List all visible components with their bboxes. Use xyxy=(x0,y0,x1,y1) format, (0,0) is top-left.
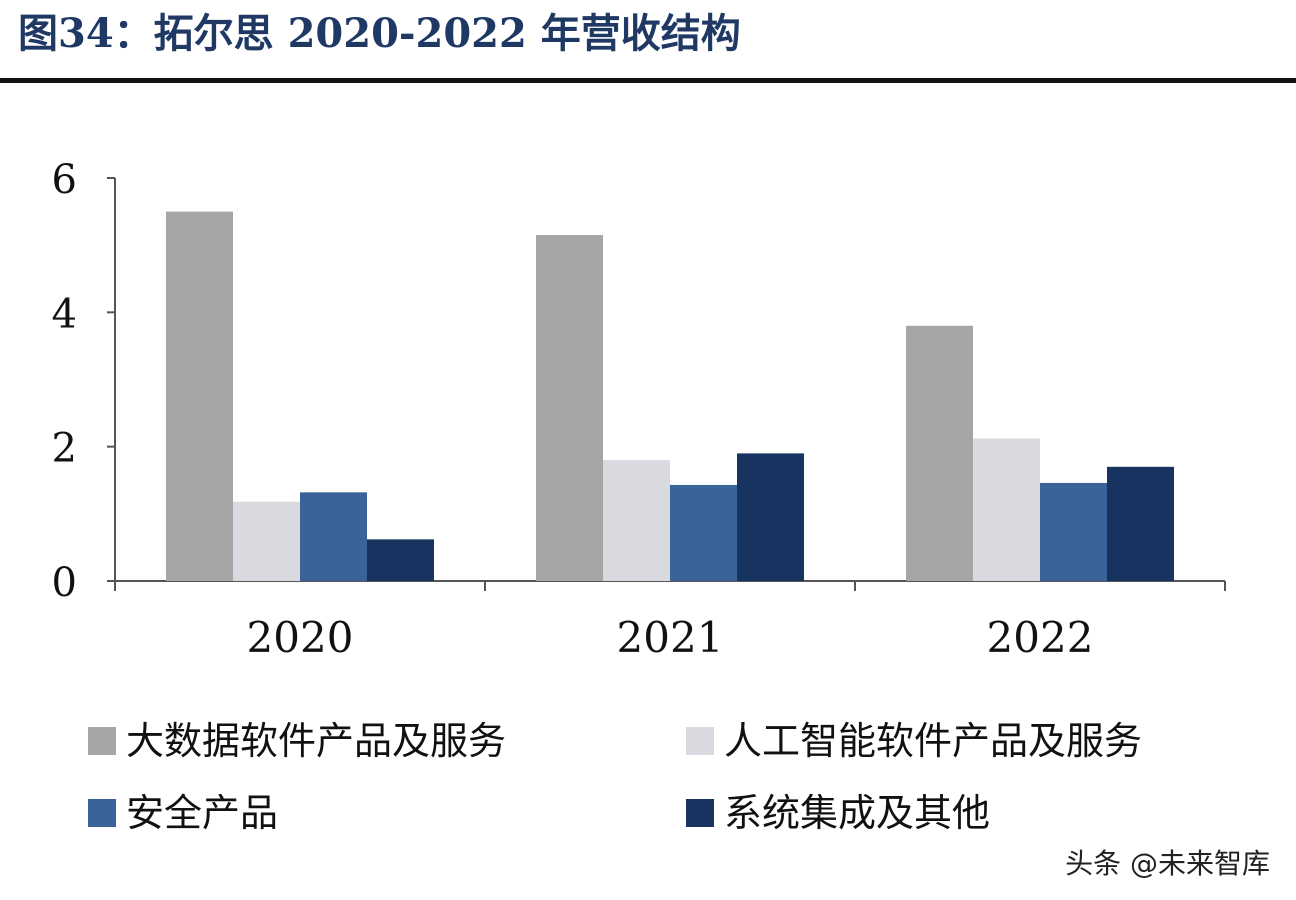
bar xyxy=(973,438,1040,581)
y-tick-label: 2 xyxy=(52,426,77,472)
bar xyxy=(1107,466,1174,581)
bar xyxy=(737,453,804,581)
x-tick-label: 2022 xyxy=(987,613,1094,662)
bar xyxy=(166,211,233,582)
y-tick-label: 0 xyxy=(52,560,77,606)
x-tick-label: 2021 xyxy=(617,613,724,662)
title-divider xyxy=(0,78,1296,83)
bar xyxy=(536,235,603,581)
bar xyxy=(367,539,434,581)
chart-ticks: 0 2 4 6 2020 2021 2022 xyxy=(52,157,1226,662)
figure-title: 图34：拓尔思 2020-2022 年营收结构 xyxy=(18,10,741,57)
x-tick-label: 2020 xyxy=(247,613,354,662)
bar xyxy=(300,492,367,581)
chart-bars xyxy=(166,211,1174,582)
bar xyxy=(670,484,737,581)
watermark-text: 头条 @未来智库 xyxy=(1065,847,1270,880)
y-tick-label: 6 xyxy=(52,157,77,203)
bar xyxy=(906,325,973,581)
bar xyxy=(603,460,670,581)
bar xyxy=(233,501,300,581)
bar xyxy=(1040,482,1107,581)
y-tick-label: 4 xyxy=(52,291,77,337)
